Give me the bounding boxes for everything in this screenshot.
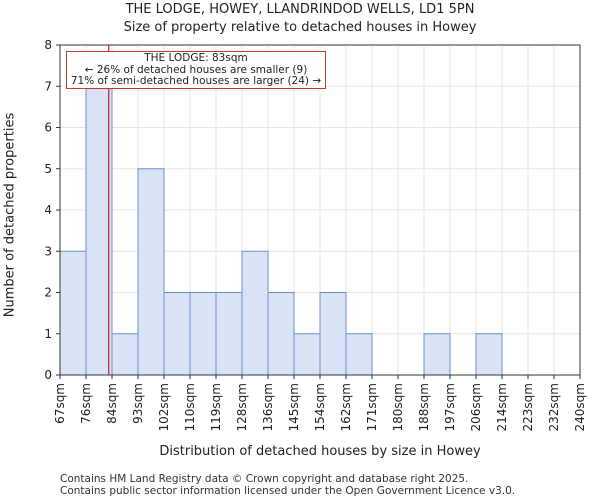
x-tick-label: 162sqm [339, 383, 353, 431]
chart-subtitle: Size of property relative to detached ho… [123, 20, 477, 35]
ticks-layer: 0 1 2 3 4 5 6 7 8 67sqm 76sqm 84sqm 93sqm 102sqm 110sq… [44, 38, 587, 431]
annotation-larger: 71% of semi-detached houses are larger (… [70, 75, 322, 87]
histogram-bar [189, 292, 217, 376]
y-tick-label: 8 [44, 38, 52, 52]
x-tick-label: 110sqm [183, 383, 197, 431]
histogram-bar [241, 250, 269, 376]
x-tick-label: 232sqm [547, 383, 561, 431]
histogram-bar [59, 250, 87, 376]
histogram-bar [267, 292, 295, 376]
histogram-bar [293, 333, 321, 376]
x-tick-label: 84sqm [105, 383, 119, 424]
x-tick-label: 171sqm [365, 383, 379, 431]
y-tick-label: 1 [44, 327, 52, 341]
histogram-bar [111, 333, 139, 376]
x-tick-label: 119sqm [209, 383, 223, 431]
y-tick-label: 7 [44, 79, 52, 93]
y-tick-label: 4 [44, 203, 52, 217]
x-tick-label: 136sqm [261, 383, 275, 431]
x-tick-label: 206sqm [469, 383, 483, 431]
y-tick-label: 6 [44, 121, 52, 135]
histogram-bar [85, 85, 113, 376]
x-tick-label: 128sqm [235, 383, 249, 431]
x-tick-label: 180sqm [391, 383, 405, 431]
property-annotation: THE LODGE: 83sqm ← 26% of detached house… [66, 51, 326, 89]
histogram-bar [163, 292, 191, 376]
x-tick-label: 67sqm [53, 383, 67, 424]
x-tick-label: 223sqm [521, 383, 535, 431]
histogram-bar [475, 333, 503, 376]
x-tick-label: 188sqm [417, 383, 431, 431]
annotation-smaller: ← 26% of detached houses are smaller (9) [84, 63, 308, 76]
histogram-bar [319, 292, 347, 376]
x-tick-label: 76sqm [79, 383, 93, 424]
y-axis-label: Number of detached properties [2, 112, 18, 318]
footer-line-1: Contains HM Land Registry data © Crown c… [60, 473, 469, 485]
histogram-bar [423, 333, 451, 376]
footer-line-2: Contains public sector information licen… [60, 485, 516, 497]
x-tick-label: 102sqm [157, 383, 171, 431]
chart-title: THE LODGE, HOWEY, LLANDRINDOD WELLS, LD1… [125, 2, 475, 17]
y-tick-label: 0 [44, 368, 52, 382]
x-tick-label: 214sqm [495, 383, 509, 431]
x-tick-label: 154sqm [313, 383, 327, 431]
histogram-bar [215, 292, 243, 376]
x-tick-label: 197sqm [443, 383, 457, 431]
y-tick-label: 3 [44, 244, 52, 258]
histogram-bar [137, 168, 165, 376]
histogram-bar [345, 333, 373, 376]
y-tick-label: 2 [44, 286, 52, 300]
x-tick-label: 145sqm [287, 383, 301, 431]
bars-layer [59, 85, 503, 376]
x-tick-label: 240sqm [573, 383, 587, 431]
y-tick-label: 5 [44, 162, 52, 176]
x-axis-label: Distribution of detached houses by size … [159, 444, 481, 459]
x-tick-label: 93sqm [131, 383, 145, 424]
annotation-title: THE LODGE: 83sqm [144, 52, 248, 64]
